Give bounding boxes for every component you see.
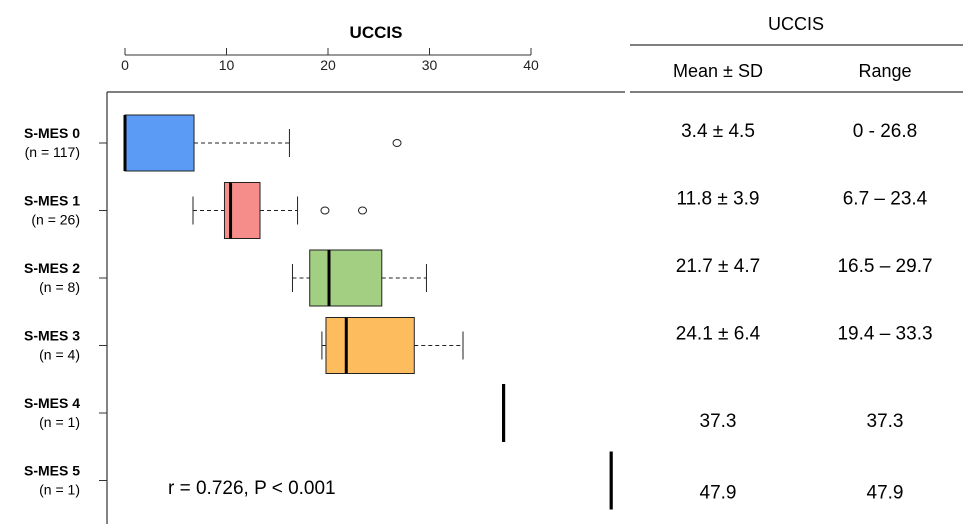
group-n-label: (n = 1) [39, 482, 80, 498]
group-label: S-MES 5 [24, 463, 80, 479]
range-value: 47.9 [867, 483, 904, 504]
group-label: S-MES 1 [24, 193, 80, 209]
plot-title: UCCIS [350, 23, 403, 42]
range-value: 19.4 – 33.3 [837, 324, 932, 345]
table-title: UCCIS [768, 14, 824, 34]
iqr-box [309, 249, 383, 307]
range-value: 6.7 – 23.4 [843, 189, 928, 210]
range-value: 16.5 – 29.7 [837, 256, 932, 277]
group-n-label: (n = 8) [39, 279, 80, 295]
mean-sd-value: 47.9 [700, 483, 737, 504]
group-n-label: (n = 117) [25, 144, 80, 160]
table-col-mean-sd: Mean ± SD [673, 61, 763, 81]
group-label: S-MES 2 [24, 260, 80, 276]
correlation-annotation: r = 0.726, P < 0.001 [168, 478, 336, 499]
outlier-point [358, 206, 368, 215]
x-axis: 0 10 20 30 40 [121, 48, 539, 73]
group-label: S-MES 0 [24, 125, 80, 141]
outlier-point [392, 139, 402, 147]
iqr-box [325, 317, 415, 374]
stats-table: 3.4 ± 4.5 0 - 26.8 11.8 ± 3.9 6.7 – 23.4 21.… [676, 121, 933, 504]
mean-sd-value: 3.4 ± 4.5 [681, 121, 755, 142]
group-label: S-MES 4 [24, 395, 80, 411]
x-tick-label: 30 [422, 57, 438, 73]
group-n-label: (n = 1) [39, 414, 80, 430]
mean-sd-value: 37.3 [700, 411, 737, 432]
range-value: 0 - 26.8 [853, 121, 917, 142]
group-label: S-MES 3 [24, 328, 80, 344]
plot-frame [106, 91, 625, 524]
group-n-label: (n = 26) [31, 212, 80, 228]
outlier-point [320, 206, 330, 215]
mean-sd-value: 11.8 ± 3.9 [677, 189, 760, 210]
box-series [123, 114, 613, 510]
group-n-label: (n = 4) [39, 347, 80, 363]
group-labels: S-MES 0 (n = 117) S-MES 1 (n = 26) S-MES 2 (n… [24, 125, 107, 498]
x-tick-label: 10 [219, 57, 235, 73]
table-col-range: Range [858, 61, 911, 81]
x-tick-label: 0 [121, 57, 129, 73]
mean-sd-value: 21.7 ± 4.7 [676, 256, 760, 277]
range-value: 37.3 [867, 411, 904, 432]
x-tick-label: 20 [320, 57, 336, 73]
x-tick-label: 40 [523, 57, 539, 73]
iqr-box [124, 114, 195, 172]
mean-sd-value: 24.1 ± 6.4 [676, 324, 761, 345]
